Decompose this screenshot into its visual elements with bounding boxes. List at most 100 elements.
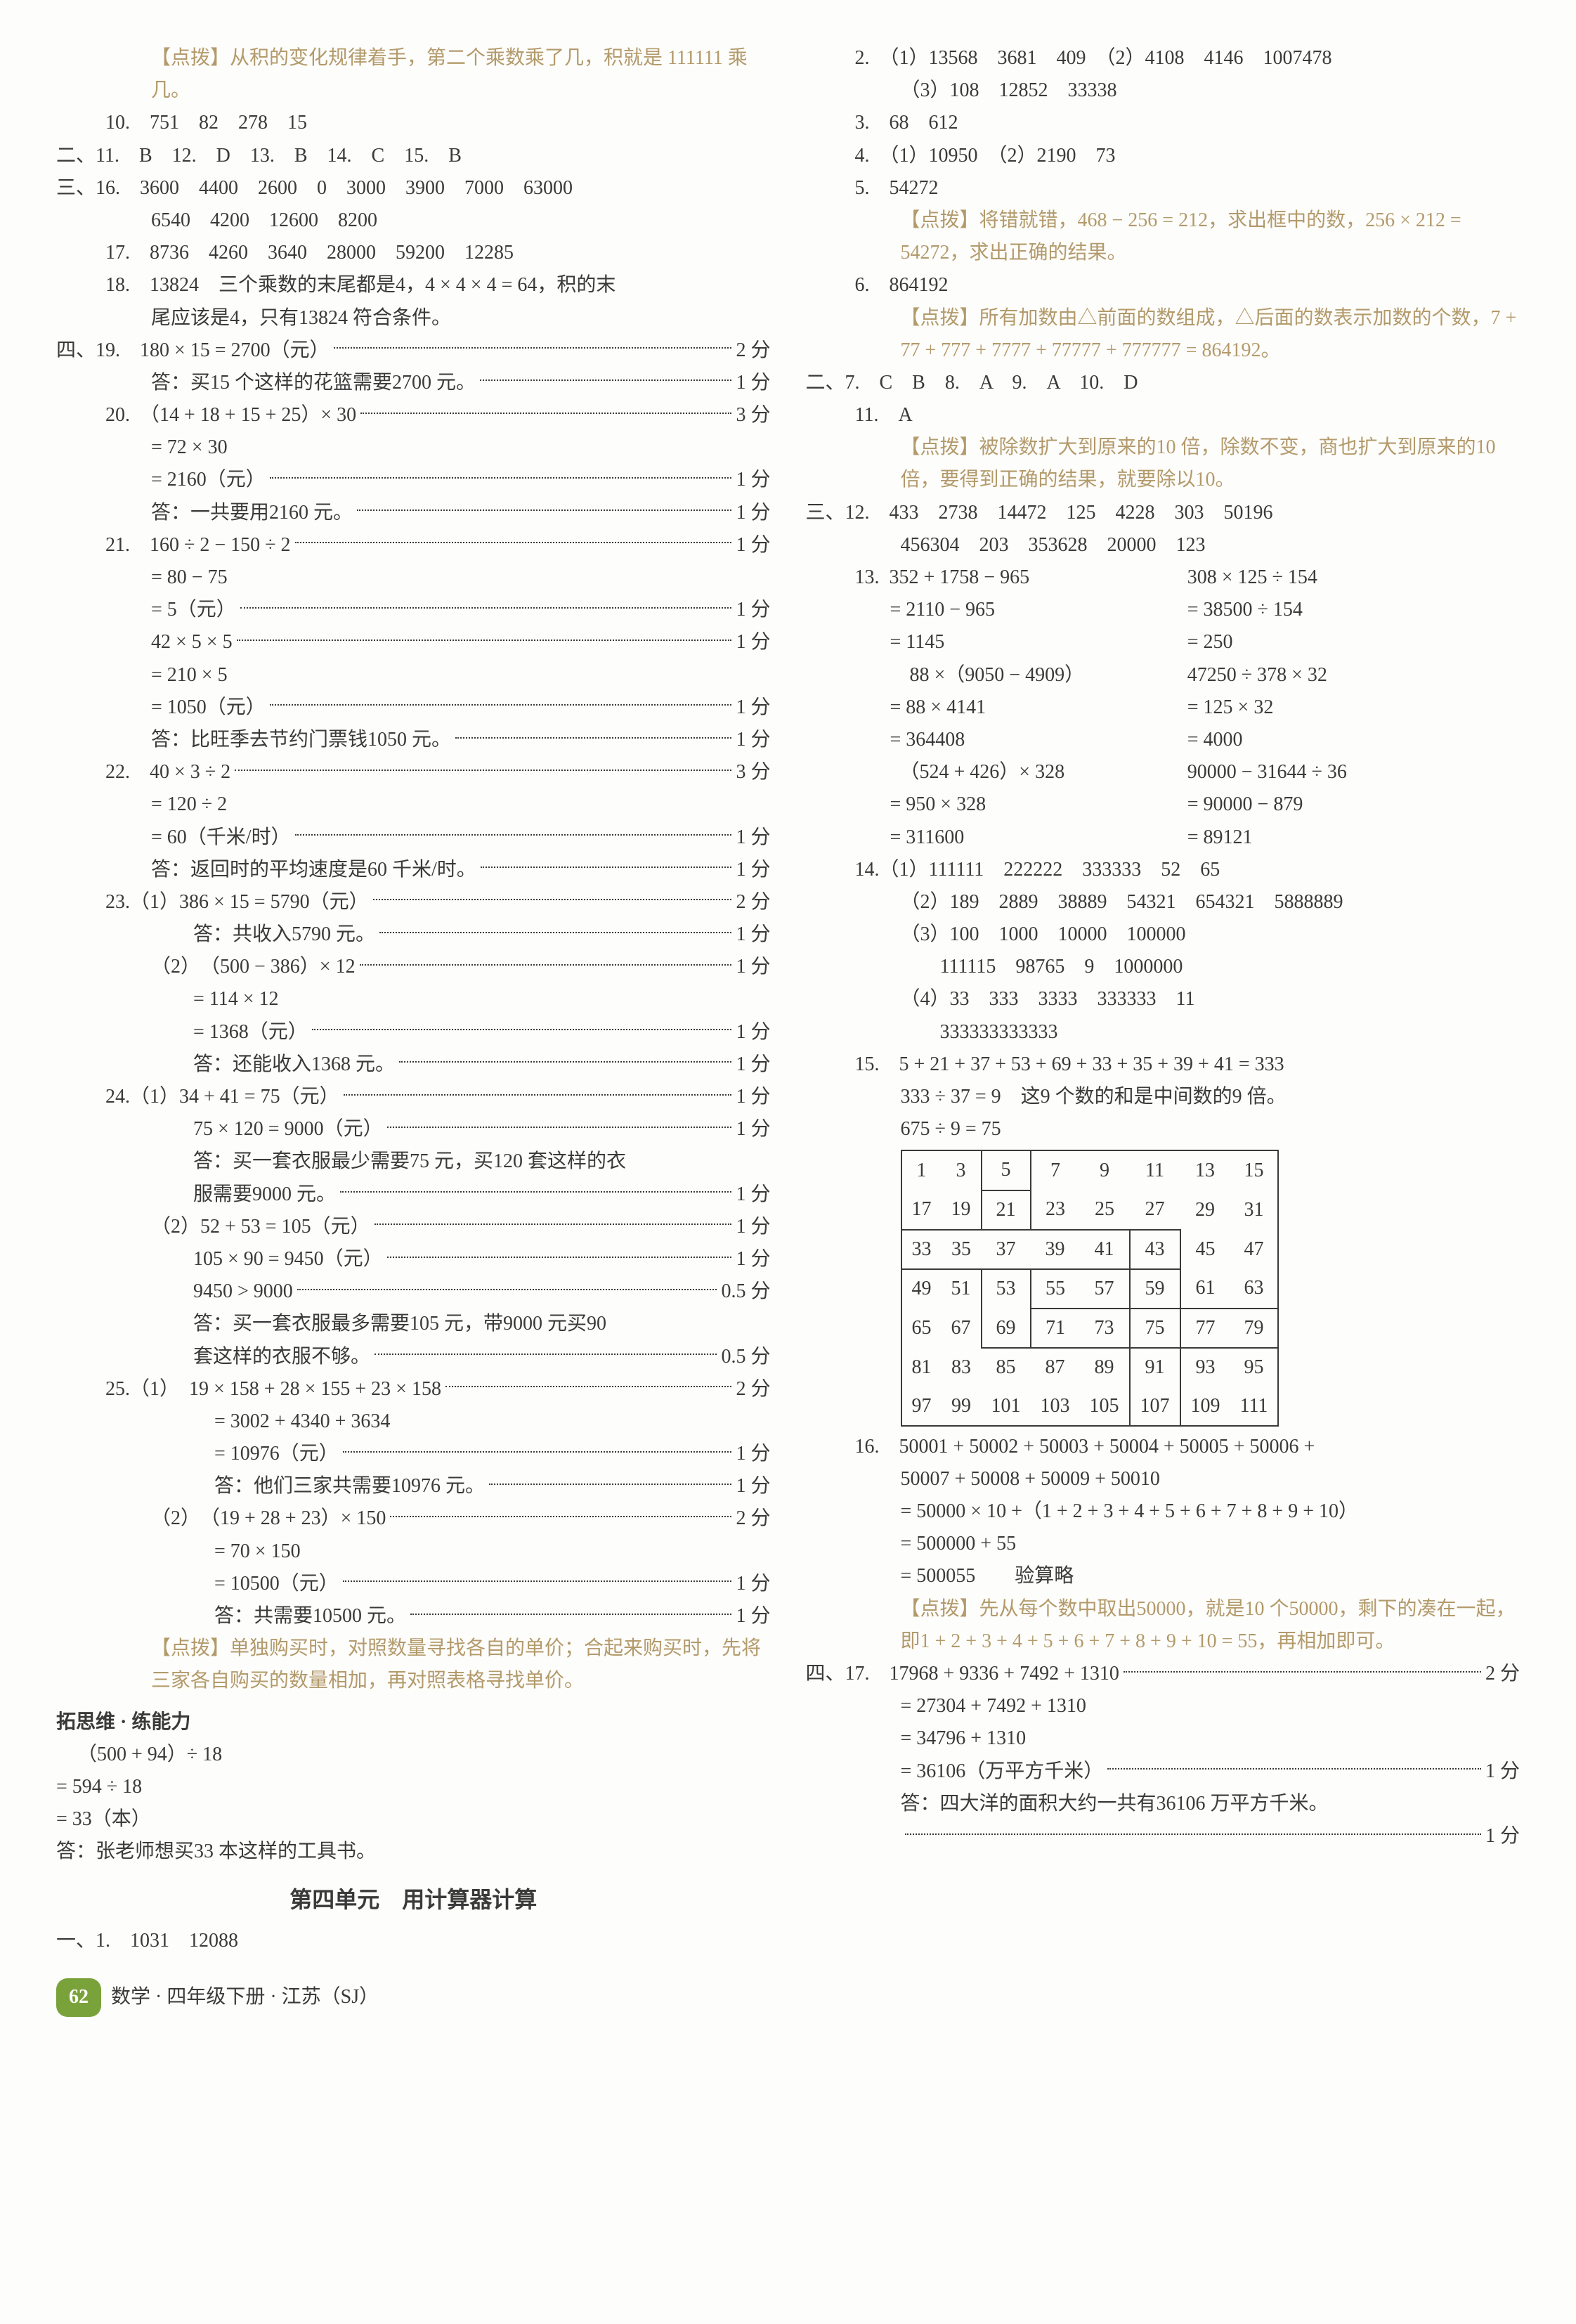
answer-line: 答：买一套衣服最少需要75 元，买120 套这样的衣 xyxy=(193,1145,771,1178)
answer-line: = 3002 + 4340 + 3634 xyxy=(214,1406,771,1438)
hint-text: 【点拨】先从每个数中取出50000，就是10 个50000，剩下的凑在一起，即1… xyxy=(901,1593,1520,1658)
answer-line: 333 ÷ 37 = 9 这9 个数的和是中间数的9 倍。 xyxy=(901,1081,1520,1113)
answer-line: 答：张老师想买33 本这样的工具书。 xyxy=(56,1836,771,1868)
page-footer: 62 数学 · 四年级下册 · 江苏（SJ） xyxy=(56,1978,1520,2016)
calc-line: = 2110 − 965 xyxy=(890,594,1187,626)
page-columns: 【点拨】从积的变化规律着手，第二个乘数乘了几，积就是 111111 乘几。 10… xyxy=(56,42,1520,1957)
hint-text: 【点拨】从积的变化规律着手，第二个乘数乘了几，积就是 111111 乘几。 xyxy=(151,42,771,107)
calc-line: = 364408 xyxy=(890,724,1187,756)
answer-line: 三、12. 433 2738 14472 125 4228 303 50196 xyxy=(806,497,1520,529)
hint-text: 【点拨】被除数扩大到原来的10 倍，除数不变，商也扩大到原来的10 倍，要得到正… xyxy=(901,431,1520,496)
scored-line: 105 × 90 = 9450（元）1 分 xyxy=(193,1243,771,1275)
answer-line: = 500000 + 55 xyxy=(901,1528,1520,1560)
answer-line: 尾应该是4，只有13824 符合条件。 xyxy=(151,302,771,335)
answer-line: 4. （1）10950 （2）2190 73 xyxy=(855,140,1520,172)
calc-line: = 250 xyxy=(1187,626,1520,658)
scored-line: 答：返回时的平均速度是60 千米/时。1 分 xyxy=(151,854,771,886)
calc-line: = 38500 ÷ 154 xyxy=(1187,594,1520,626)
calc-line: = 88 × 4141 xyxy=(890,692,1187,724)
number-grid: 1 3 5 7 9 11 13 15 17 19 21 23 25 27 29 … xyxy=(901,1150,1279,1426)
answer-line: 答：四大洋的面积大约一共有36106 万平方千米。 xyxy=(901,1788,1520,1820)
scored-line: 20. （14 + 18 + 15 + 25）× 303 分 xyxy=(105,399,771,431)
scored-line: （2） （19 + 28 + 23）× 1502 分 xyxy=(151,1502,771,1535)
calc-line: 47250 ÷ 378 × 32 xyxy=(1187,659,1520,692)
scored-line: 答：共收入5790 元。1 分 xyxy=(193,918,771,951)
scored-line: （2）52 + 53 = 105（元）1 分 xyxy=(151,1211,771,1243)
answer-line: = 210 × 5 xyxy=(151,659,771,692)
answer-line: = 33（本） xyxy=(56,1803,771,1836)
answer-line: 675 ÷ 9 = 75 xyxy=(901,1113,1520,1145)
answer-line: 答：买一套衣服最多需要105 元，带9000 元买90 xyxy=(193,1308,771,1340)
scored-line: = 1368（元）1 分 xyxy=(193,1016,771,1049)
answer-line: 456304 203 353628 20000 123 xyxy=(901,529,1520,561)
answer-line: = 120 ÷ 2 xyxy=(151,788,771,821)
footer-text: 数学 · 四年级下册 · 江苏（SJ） xyxy=(111,1981,379,2013)
hint-text: 【点拨】将错就错，468 − 256 = 212，求出框中的数，256 × 21… xyxy=(901,205,1520,269)
answer-line: 11. A xyxy=(855,399,1520,431)
answer-line: = 114 × 12 xyxy=(193,983,771,1015)
answer-line: 6540 4200 12600 8200 xyxy=(151,205,771,237)
answer-line: = 500055 验算略 xyxy=(901,1560,1520,1592)
scored-line: 四、17. 17968 + 9336 + 7492 + 13102 分 xyxy=(806,1658,1520,1690)
scored-line: 1 分 xyxy=(901,1820,1520,1852)
answer-line: 2. （1）13568 3681 409 （2）4108 4146 100747… xyxy=(855,42,1520,74)
answer-line: 二、11. B 12. D 13. B 14. C 15. B xyxy=(56,140,771,172)
calc-line: = 89121 xyxy=(1187,822,1520,854)
scored-line: 25.（1） 19 × 158 + 28 × 155 + 23 × 1582 分 xyxy=(105,1373,771,1406)
calc-line: = 90000 − 879 xyxy=(1187,788,1520,821)
answer-line: 18. 13824 三个乘数的末尾都是4，4 × 4 × 4 = 64，积的末 xyxy=(105,269,771,301)
scored-line: 答：他们三家共需要10976 元。1 分 xyxy=(214,1470,771,1502)
section-subtitle: 拓思维 · 练能力 xyxy=(56,1706,771,1739)
unit-title: 第四单元 用计算器计算 xyxy=(56,1881,771,1919)
answer-line: = 70 × 150 xyxy=(214,1536,771,1568)
answer-line: （2）189 2889 38889 54321 654321 5888889 xyxy=(901,886,1520,918)
scored-line: 24.（1）34 + 41 = 75（元）1 分 xyxy=(105,1081,771,1113)
answer-line: 111115 98765 9 1000000 xyxy=(901,951,1520,983)
answer-line: 6. 864192 xyxy=(855,269,1520,301)
answer-line: （4）33 333 3333 333333 11 xyxy=(901,983,1520,1015)
scored-line: 22. 40 × 3 ÷ 23 分 xyxy=(105,756,771,788)
answer-line: 17. 8736 4260 3640 28000 59200 12285 xyxy=(105,237,771,269)
answer-line: 5. 54272 xyxy=(855,172,1520,205)
scored-line: 答：比旺季去节约门票钱1050 元。1 分 xyxy=(151,724,771,756)
calc-line: 88 ×（9050 − 4909） xyxy=(890,659,1187,692)
answer-line: = 594 ÷ 18 xyxy=(56,1771,771,1803)
calc-line: = 4000 xyxy=(1187,724,1520,756)
calc-line: = 311600 xyxy=(890,822,1187,854)
scored-line: 答：一共要用2160 元。1 分 xyxy=(151,497,771,529)
answer-line: 50007 + 50008 + 50009 + 50010 xyxy=(901,1463,1520,1495)
answer-line: （3）100 1000 10000 100000 xyxy=(901,918,1520,951)
scored-line: 四、19. 180 × 15 = 2700（元）2 分 xyxy=(56,335,771,367)
calc-line: 308 × 125 ÷ 154 xyxy=(1187,561,1520,594)
answer-line: 3. 68 612 xyxy=(855,107,1520,139)
answer-line: = 27304 + 7492 + 1310 xyxy=(901,1690,1520,1722)
calc-line: 90000 − 31644 ÷ 36 xyxy=(1187,756,1520,788)
answer-line: = 34796 + 1310 xyxy=(901,1722,1520,1755)
answer-line: = 72 × 30 xyxy=(151,431,771,464)
scored-line: = 36106（万平方千米）1 分 xyxy=(901,1755,1520,1788)
calc-line: = 125 × 32 xyxy=(1187,692,1520,724)
scored-line: 23.（1）386 × 15 = 5790（元）2 分 xyxy=(105,886,771,918)
right-column: 2. （1）13568 3681 409 （2）4108 4146 100747… xyxy=(806,42,1520,1957)
scored-line: 套这样的衣服不够。0.5 分 xyxy=(193,1341,771,1373)
answer-line: 15. 5 + 21 + 37 + 53 + 69 + 33 + 35 + 39… xyxy=(855,1049,1520,1081)
answer-line: （500 + 94）÷ 18 xyxy=(77,1739,771,1771)
scored-line: 75 × 120 = 9000（元）1 分 xyxy=(193,1113,771,1145)
scored-line: = 10500（元）1 分 xyxy=(214,1568,771,1600)
hint-text: 【点拨】单独购买时，对照数量寻找各自的单价；合起来购买时，先将三家各自购买的数量… xyxy=(151,1632,771,1697)
answer-line: 16. 50001 + 50002 + 50003 + 50004 + 5000… xyxy=(855,1431,1520,1463)
scored-line: = 10976（元）1 分 xyxy=(214,1438,771,1470)
calc-line: 13. 352 + 1758 − 965 xyxy=(855,561,1187,594)
answer-line: （3）108 12852 33338 xyxy=(901,74,1520,107)
answer-line: = 80 − 75 xyxy=(151,561,771,594)
scored-line: 服需要9000 元。1 分 xyxy=(193,1179,771,1211)
answer-line: 三、16. 3600 4400 2600 0 3000 3900 7000 63… xyxy=(56,172,771,205)
hint-text: 【点拨】所有加数由△前面的数组成，△后面的数表示加数的个数，7 + 77 + 7… xyxy=(901,302,1520,367)
calc-line: = 1145 xyxy=(890,626,1187,658)
scored-line: 答：买15 个这样的花篮需要2700 元。1 分 xyxy=(151,367,771,399)
scored-line: 答：共需要10500 元。1 分 xyxy=(214,1600,771,1632)
answer-line: = 50000 × 10 +（1 + 2 + 3 + 4 + 5 + 6 + 7… xyxy=(901,1495,1520,1528)
left-column: 【点拨】从积的变化规律着手，第二个乘数乘了几，积就是 111111 乘几。 10… xyxy=(56,42,771,1957)
calc-line: = 950 × 328 xyxy=(890,788,1187,821)
answer-line: 10. 751 82 278 15 xyxy=(105,107,771,139)
